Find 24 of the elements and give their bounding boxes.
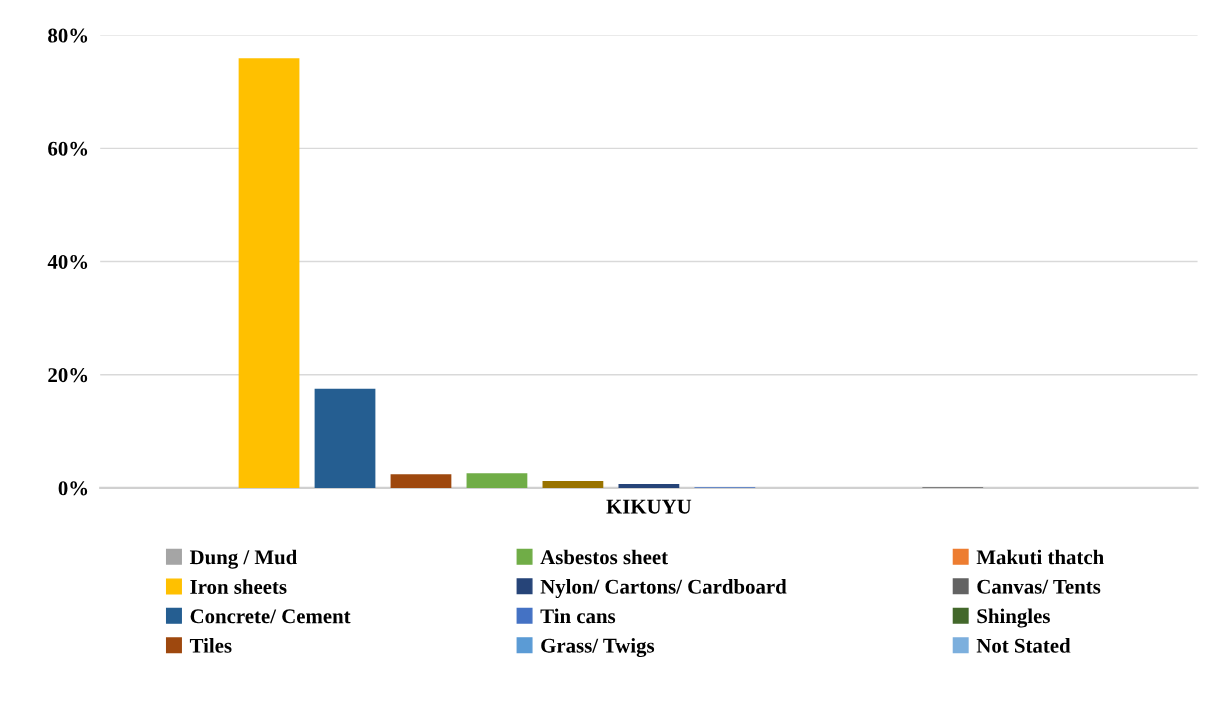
bar [466,473,528,488]
y-tick-label: 60% [48,141,88,156]
bar [238,58,300,488]
legend-label: Concrete/ Cement [190,609,351,624]
y-tick-label: 0% [58,481,88,496]
x-tick-label: KIKUYU [606,499,692,514]
y-tick-label: 20% [48,368,88,383]
legend-label: Grass/ Twigs [541,638,655,658]
legend-label: Iron sheets [190,579,287,594]
legend-label: Canvas/ Tents [977,579,1101,594]
y-tick-label: 40% [47,254,88,270]
bar [542,481,604,488]
bar [618,483,680,488]
legend-label: Asbestos sheet [540,549,668,565]
bar [390,474,452,488]
y-tick-label: 80% [48,28,88,43]
legend-label: Makuti thatch [976,549,1104,565]
legend-label: Dung / Mud [189,549,298,569]
legend-label: Tiles [189,638,232,653]
legend-label: Tin cans [540,608,616,624]
bar [314,388,376,488]
legend-label: Shingles [977,608,1050,628]
legend-label: Not Stated [976,638,1071,653]
legend-label: Nylon/ Cartons/ Cardboard [540,579,787,599]
